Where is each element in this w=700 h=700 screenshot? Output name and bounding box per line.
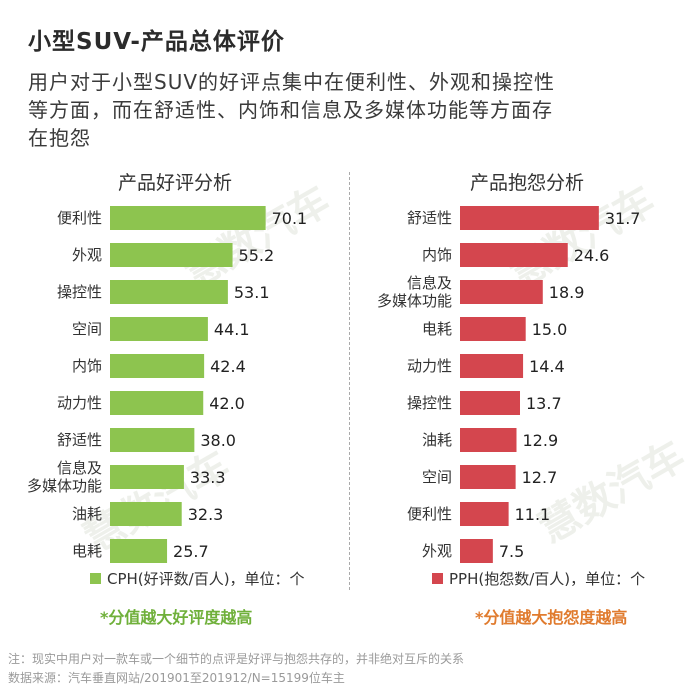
bad-value-label: 31.7 <box>605 209 641 228</box>
subtitle-line-1: 用户对于小型SUV的好评点集中在便利性、外观和操控性 <box>28 70 556 94</box>
bad-bar <box>460 465 516 489</box>
good-bar <box>110 206 266 230</box>
good-bar <box>110 502 182 526</box>
bad-category-label: 便利性 <box>407 505 452 523</box>
good-value-label: 53.1 <box>234 283 270 302</box>
bad-legend-swatch <box>432 573 443 584</box>
bad-category-label: 油耗 <box>422 431 452 449</box>
good-category-label: 内饰 <box>72 357 102 375</box>
good-value-label: 32.3 <box>188 505 224 524</box>
good-note: *分值越大好评度越高 <box>100 608 253 627</box>
bad-bar <box>460 206 599 230</box>
bad-value-label: 18.9 <box>549 283 585 302</box>
bad-bar <box>460 354 524 378</box>
good-value-label: 55.2 <box>239 246 275 265</box>
good-bar <box>110 465 184 489</box>
good-legend-swatch <box>90 573 101 584</box>
good-category-label: 舒适性 <box>57 431 102 449</box>
subtitle-line-2: 等方面，而在舒适性、内饰和信息及多媒体功能等方面存 <box>28 98 553 122</box>
good-category-label: 空间 <box>72 320 102 338</box>
good-bar <box>110 539 168 563</box>
good-chart-title: 产品好评分析 <box>118 172 233 194</box>
bad-legend-label: PPH(抱怨数/百人)，单位：个 <box>449 570 646 588</box>
good-value-label: 25.7 <box>173 542 209 561</box>
bad-bar <box>460 428 517 452</box>
bad-bar <box>460 243 568 267</box>
bad-value-label: 11.1 <box>515 505 551 524</box>
bad-category-label: 操控性 <box>407 394 452 412</box>
good-bar <box>110 428 195 452</box>
good-category-label: 操控性 <box>57 283 102 301</box>
good-bar <box>110 280 228 304</box>
good-bar <box>110 243 233 267</box>
good-value-label: 42.0 <box>209 394 245 413</box>
good-category-label: 便利性 <box>57 209 102 227</box>
footnote-2: 数据来源：汽车垂直网站/201901至201912/N=15199位车主 <box>8 671 345 685</box>
bad-bar <box>460 502 509 526</box>
good-value-label: 38.0 <box>200 431 236 450</box>
bad-category-label: 动力性 <box>407 357 452 375</box>
good-value-label: 70.1 <box>272 209 308 228</box>
subtitle-line-3: 在抱怨 <box>28 126 91 150</box>
bad-chart-title: 产品抱怨分析 <box>470 172 585 194</box>
bad-value-label: 14.4 <box>529 357 565 376</box>
good-value-label: 33.3 <box>190 468 226 487</box>
good-legend: CPH(好评数/百人)，单位：个 <box>90 568 305 589</box>
good-bar <box>110 391 204 415</box>
good-bar <box>110 317 208 341</box>
bad-value-label: 7.5 <box>499 542 524 561</box>
bad-bar <box>460 317 526 341</box>
good-category-label: 外观 <box>72 246 102 264</box>
bad-legend: PPH(抱怨数/百人)，单位：个 <box>432 568 645 589</box>
footnote-1: 注：现实中用户对一款车或一个细节的点评是好评与抱怨共存的，并非绝对互斥的关系 <box>8 652 465 666</box>
bad-value-label: 13.7 <box>526 394 562 413</box>
bad-category-label: 舒适性 <box>407 209 452 227</box>
good-category-label: 油耗 <box>72 505 102 523</box>
bad-category-label: 电耗 <box>422 320 452 338</box>
good-bar <box>110 354 205 378</box>
good-value-label: 44.1 <box>214 320 250 339</box>
bad-category-label: 内饰 <box>422 246 452 264</box>
bad-value-label: 24.6 <box>574 246 610 265</box>
bad-category-label: 信息及多媒体功能 <box>377 274 452 310</box>
bad-bar <box>460 280 543 304</box>
panel-divider <box>349 172 350 590</box>
good-legend-label: CPH(好评数/百人)，单位：个 <box>107 570 305 588</box>
good-category-label: 动力性 <box>57 394 102 412</box>
bad-category-label: 空间 <box>422 468 452 486</box>
bad-note: *分值越大抱怨度越高 <box>475 608 628 627</box>
bad-value-label: 12.7 <box>522 468 558 487</box>
page-title: 小型SUV-产品总体评价 <box>28 29 285 55</box>
bad-bar <box>460 539 493 563</box>
bad-value-label: 15.0 <box>532 320 568 339</box>
bad-bar <box>460 391 521 415</box>
bad-value-label: 12.9 <box>523 431 559 450</box>
good-value-label: 42.4 <box>210 357 246 376</box>
good-category-label: 电耗 <box>72 542 102 560</box>
good-category-label: 信息及多媒体功能 <box>27 459 102 495</box>
bad-category-label: 外观 <box>422 542 452 560</box>
